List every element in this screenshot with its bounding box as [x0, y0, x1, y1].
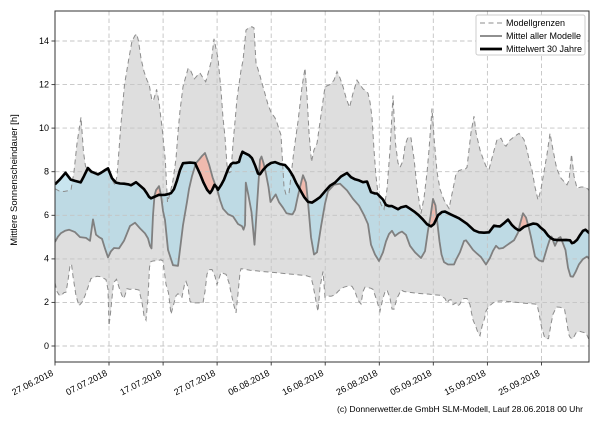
svg-text:Mittel aller Modelle: Mittel aller Modelle [506, 31, 581, 41]
svg-text:14: 14 [39, 36, 49, 46]
svg-text:10: 10 [39, 123, 49, 133]
svg-text:Mittelwert 30 Jahre: Mittelwert 30 Jahre [506, 44, 582, 54]
svg-text:(c) Donnerwetter.de GmbH SLM-M: (c) Donnerwetter.de GmbH SLM-Modell, Lau… [337, 404, 583, 414]
svg-text:Mittlere Sonnenscheindauer [h]: Mittlere Sonnenscheindauer [h] [9, 114, 20, 246]
svg-text:4: 4 [44, 254, 49, 264]
svg-text:8: 8 [44, 167, 49, 177]
svg-text:0: 0 [44, 341, 49, 351]
svg-text:12: 12 [39, 79, 49, 89]
svg-text:6: 6 [44, 210, 49, 220]
svg-text:2: 2 [44, 297, 49, 307]
svg-text:Modellgrenzen: Modellgrenzen [506, 18, 565, 28]
